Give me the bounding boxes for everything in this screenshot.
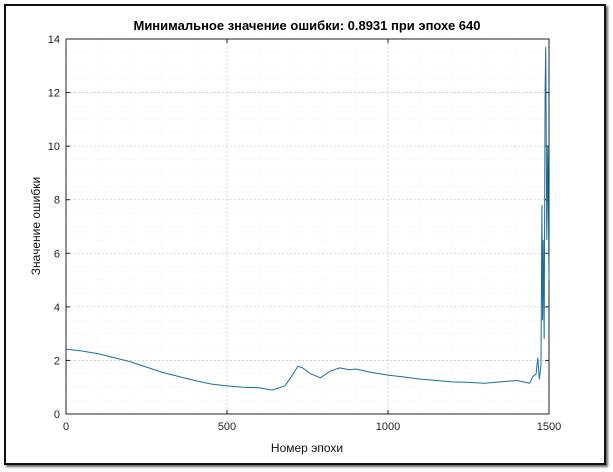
x-tick-label: 500 xyxy=(218,421,236,433)
y-tick-label: 12 xyxy=(48,88,60,100)
figure-frame xyxy=(4,4,606,465)
chart-title: Минимальное значение ошибки: 0.8931 при … xyxy=(133,18,480,33)
y-tick-label: 0 xyxy=(54,409,60,421)
y-tick-label: 8 xyxy=(54,195,60,207)
y-tick-label: 2 xyxy=(54,355,60,367)
y-tick-label: 6 xyxy=(54,248,60,260)
plot-area xyxy=(65,38,550,415)
x-tick-label: 1000 xyxy=(376,421,400,433)
x-tick-label: 1500 xyxy=(537,421,561,433)
y-axis-label: Значение ошибки xyxy=(29,177,43,275)
y-tick-label: 14 xyxy=(48,34,60,46)
y-tick-labels: 0 2 4 6 8 10 12 14 xyxy=(48,34,60,421)
minor-grid xyxy=(65,38,550,415)
x-tick-labels: 0 500 1000 1500 xyxy=(63,421,561,433)
x-tick-label: 0 xyxy=(63,421,69,433)
y-tick-label: 4 xyxy=(54,302,60,314)
y-tick-label: 10 xyxy=(48,141,60,153)
error-series-line xyxy=(65,47,550,391)
x-axis-label: Номер эпохи xyxy=(271,441,343,455)
